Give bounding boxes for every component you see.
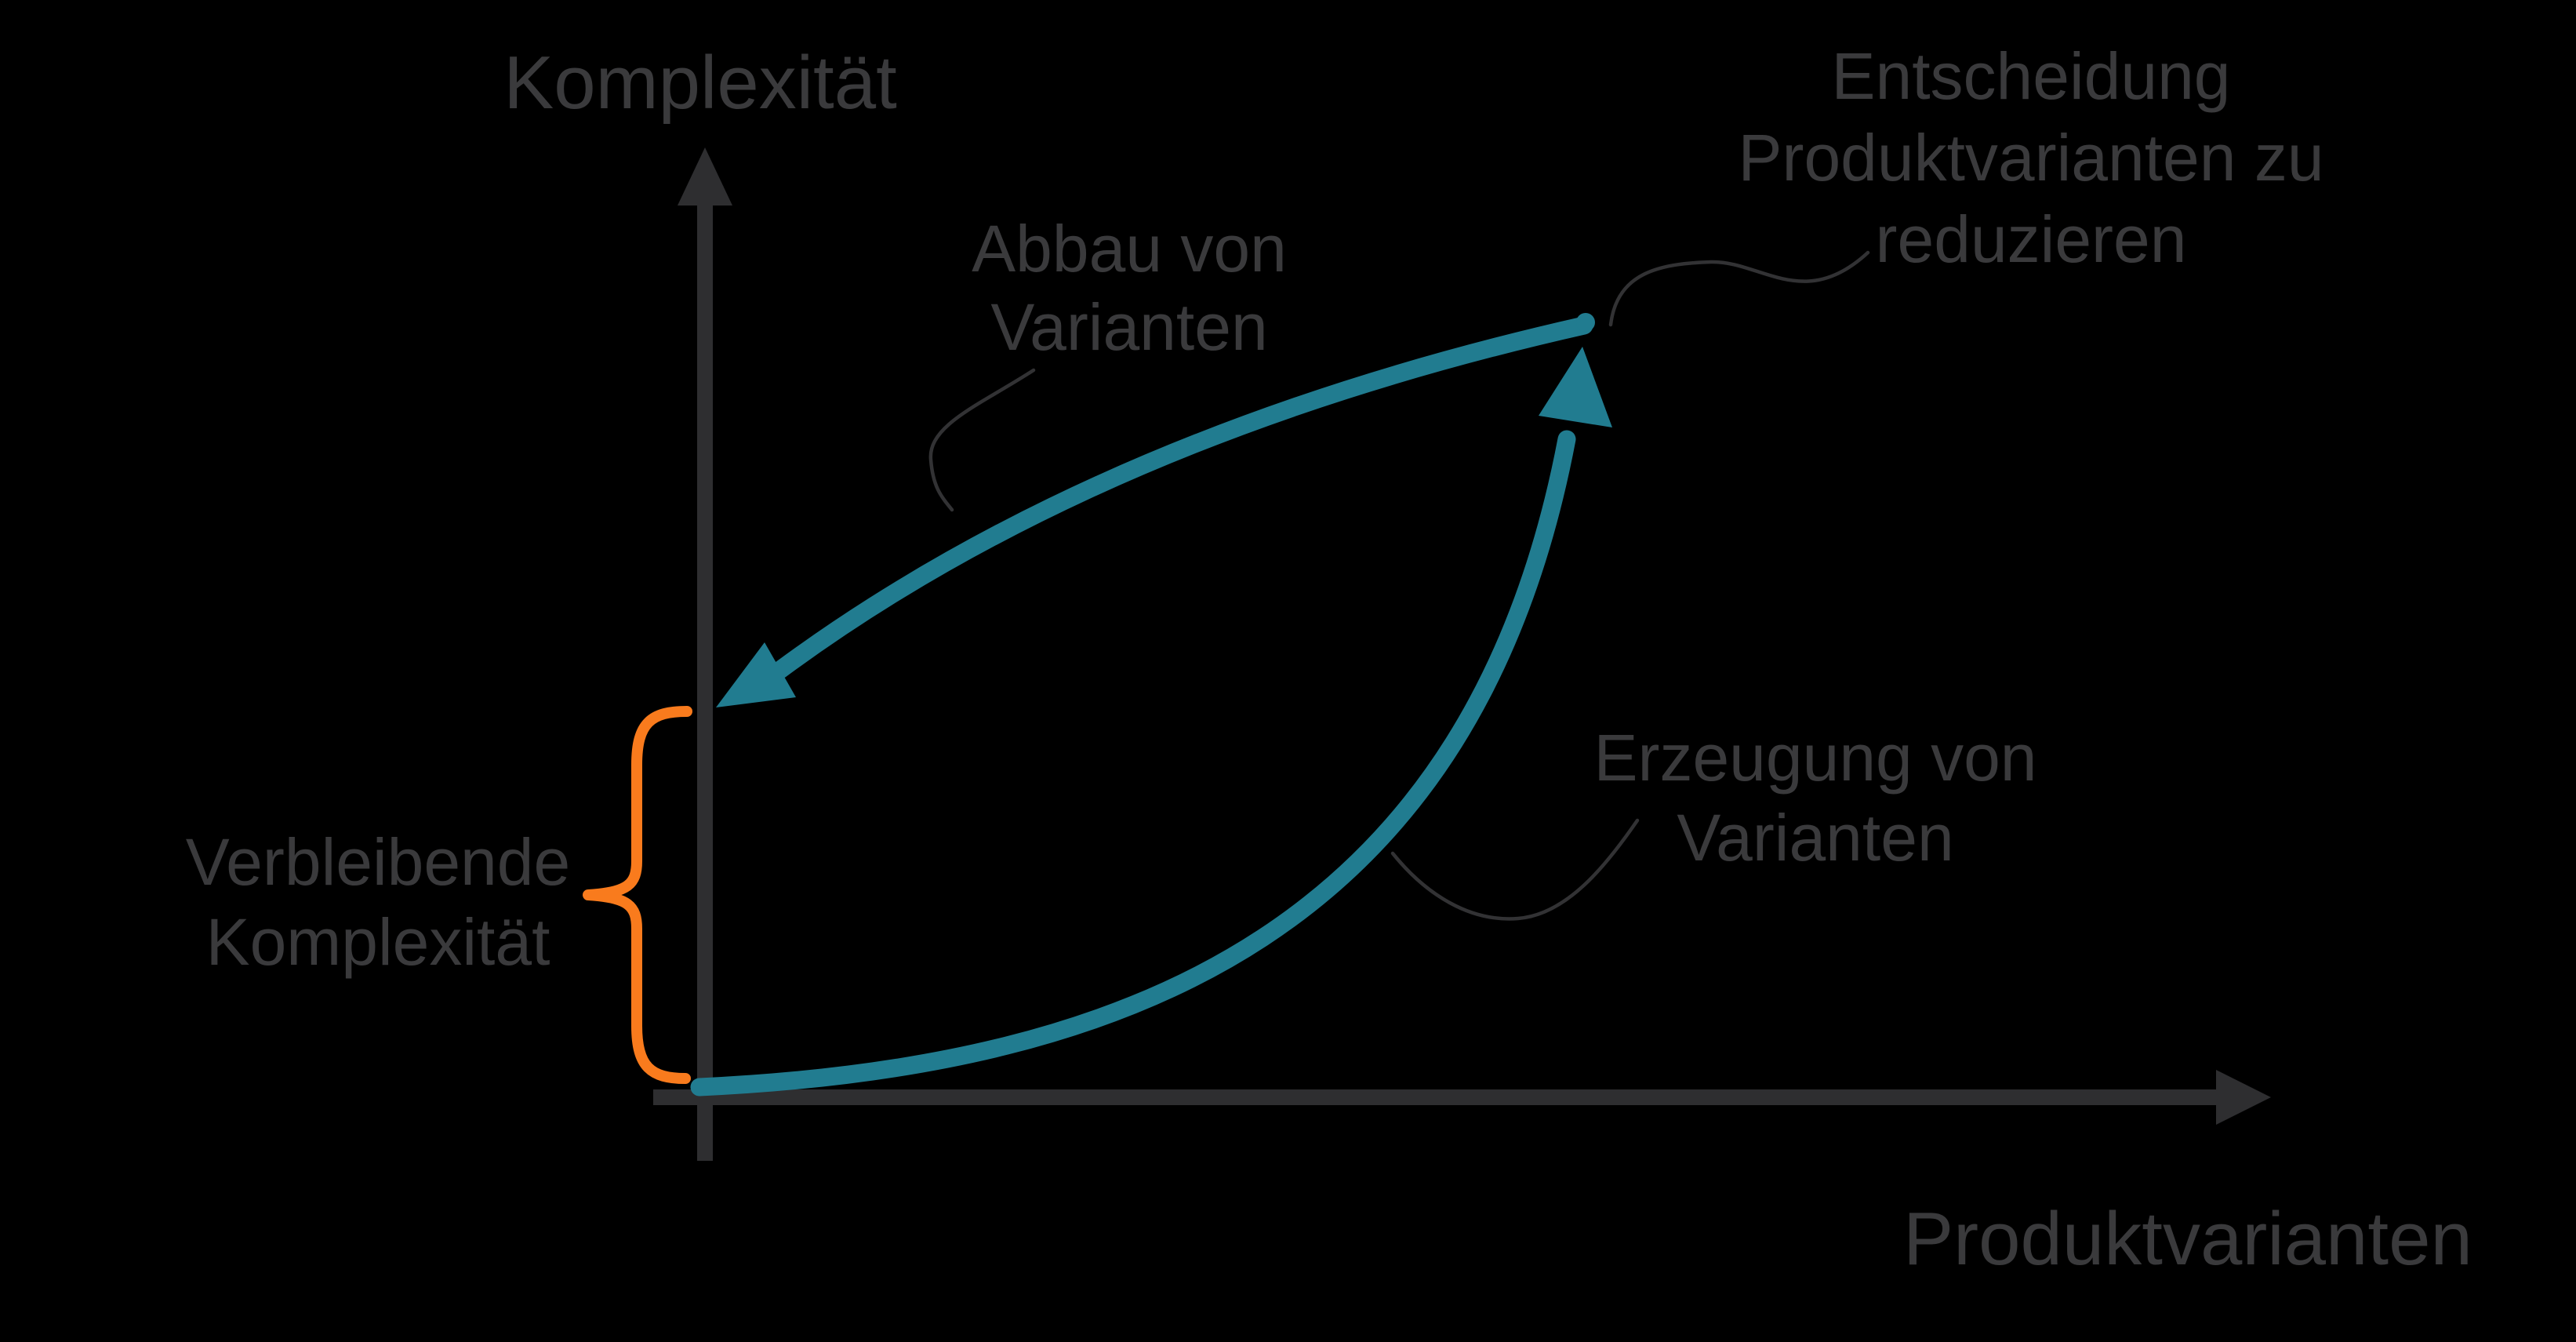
abbau-curve-arrowhead-icon [716, 642, 796, 707]
x-axis-line [653, 1089, 2225, 1105]
erzeugung-annotation-line-1: Erzeugung von [1593, 721, 2036, 795]
remaining-complexity-brace [583, 706, 692, 1084]
abbau-annotation: Abbau von Varianten [972, 212, 1287, 364]
abbau-callout-line [928, 368, 1036, 512]
erzeugung-callout-line [1390, 818, 1640, 921]
abbau-curve [771, 316, 1593, 679]
decision-callout-line [1608, 250, 1870, 327]
abbau-annotation-line-1: Abbau von [972, 212, 1287, 285]
erzeugung-annotation-line-2: Varianten [1677, 801, 1953, 875]
erzeugung-curve [690, 430, 1576, 1097]
abbau-annotation-line-2: Varianten [990, 290, 1267, 364]
erzeugung-curve-arrowhead-icon [1539, 347, 1612, 427]
x-axis-label: Produktvarianten [1903, 1197, 2472, 1281]
variant-curves [690, 313, 1612, 1097]
x-axis-arrowhead-icon [2216, 1070, 2271, 1125]
verbleibende-annotation: Verbleibende Komplexität [186, 825, 570, 979]
verbleibende-annotation-line-2: Komplexität [206, 905, 550, 979]
decision-annotation-line-3: reduzieren [1876, 202, 2187, 276]
y-axis-label: Komplexität [503, 41, 897, 125]
decision-annotation-line-2: Produktvarianten zu [1738, 121, 2323, 195]
decision-annotation-line-1: Entscheidung [1831, 39, 2230, 113]
axes [653, 147, 2271, 1161]
erzeugung-annotation: Erzeugung von Varianten [1593, 721, 2036, 875]
decision-annotation: Entscheidung Produktvarianten zu reduzie… [1738, 39, 2323, 276]
peak-decision-point [1576, 313, 1595, 332]
y-axis-line [697, 195, 713, 1161]
y-axis-arrowhead-icon [678, 147, 732, 205]
callout-lines [928, 250, 1870, 921]
verbleibende-annotation-line-1: Verbleibende [186, 825, 570, 899]
